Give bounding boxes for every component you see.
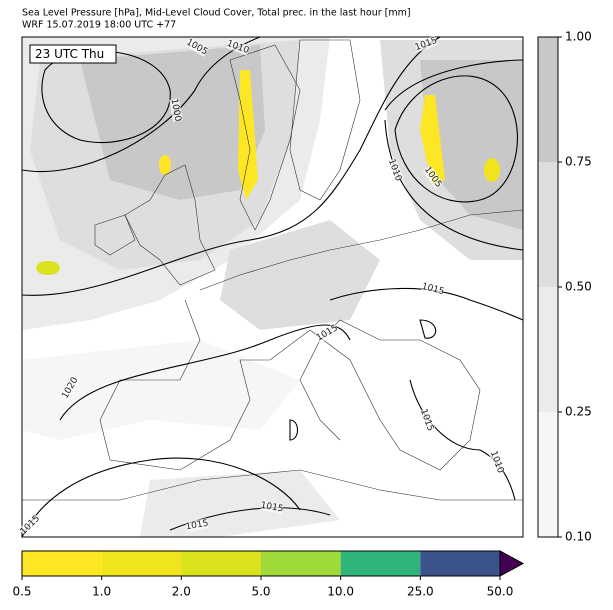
cloud-colorbar-tick-label: 0.75 [565,155,592,169]
contour-label: 1000 [169,98,183,123]
contour-label-bg [184,37,210,57]
cloud-colorbar-tick-label: 0.10 [565,530,592,544]
coastline [199,209,523,291]
contour-label-bg [413,35,439,53]
precip-colorbar-tick-label: 2.0 [172,585,191,599]
contour-label-bg [185,518,209,532]
contour-label-bg [488,449,506,475]
subtitle: WRF 15.07.2019 18:00 UTC +77 [22,20,176,31]
isobar [329,287,523,321]
cloud-colorbar-segment [538,287,558,412]
cloud-area [140,470,340,537]
precip-colorbar-tick-label: 25.0 [407,585,434,599]
precip-area [159,155,171,175]
isobar [22,457,301,537]
precip-area [238,70,258,200]
precip-colorbar-segment [261,551,341,576]
cloud-colorbar-tick-label: 0.25 [565,405,592,419]
precip-area [420,95,445,185]
precip-colorbar-tick-label: 50.0 [487,585,514,599]
cloud-colorbar-tick-label: 0.50 [565,280,592,294]
coastline [124,164,216,286]
isobar [384,119,523,251]
contour-label-bg [421,281,445,297]
precip-colorbar-segment [340,551,421,576]
precip-area [36,261,60,275]
time-label-box [29,44,117,64]
cloud-area [420,60,523,230]
precip-colorbar-segment [420,551,500,576]
contour-label-bg [314,323,340,343]
precip-colorbar-segment [22,551,102,576]
cloud-colorbar-segment [538,412,558,537]
map: 23 UTC Thu [21,36,524,538]
cloud-area [220,220,380,330]
time-label: 23 UTC Thu [35,47,104,61]
isobar [22,37,441,296]
isobar [394,75,518,203]
contour-label: 1015 [260,501,284,515]
contour-label: 1015 [185,519,209,533]
contour-label-bg [418,407,436,433]
cloud-colorbar-segment [538,37,558,162]
cloud-area [22,340,300,440]
precip-area [484,158,500,182]
contour-label-bg [60,375,80,401]
isobar [384,59,523,111]
precip-colorbar-tick-label: 1.0 [92,585,111,599]
isobar [289,319,437,441]
coastline [289,39,361,201]
title: Sea Level Pressure [hPa], Mid-Level Clou… [22,8,411,19]
cloud-colorbar-segment [538,162,558,287]
map-frame [21,36,524,538]
precip-colorbar-extend [499,550,525,577]
coastlines [22,39,523,501]
cloud-fields [22,37,523,537]
precip-colorbar-tick-label: 10.0 [327,585,354,599]
contour-label-bg [18,513,42,537]
contour-label-bg [422,165,444,189]
cloud-colorbar-tick-label: 1.00 [565,30,592,44]
coastline [229,44,301,231]
contour-label-bg [225,38,251,56]
coastline [99,299,481,471]
coastline [22,469,523,501]
precip-colorbar-segment [181,551,261,576]
contour-label-bg [169,98,183,122]
cloud-area [80,45,265,200]
contour-label-bg [260,500,284,514]
precip-colorbar-tick-label: 0.5 [12,585,31,599]
precip-colorbar-tick-label: 5.0 [251,585,270,599]
precip-colorbar-segment [101,551,182,576]
coastline [94,214,136,256]
contour-label-bg [386,157,404,183]
